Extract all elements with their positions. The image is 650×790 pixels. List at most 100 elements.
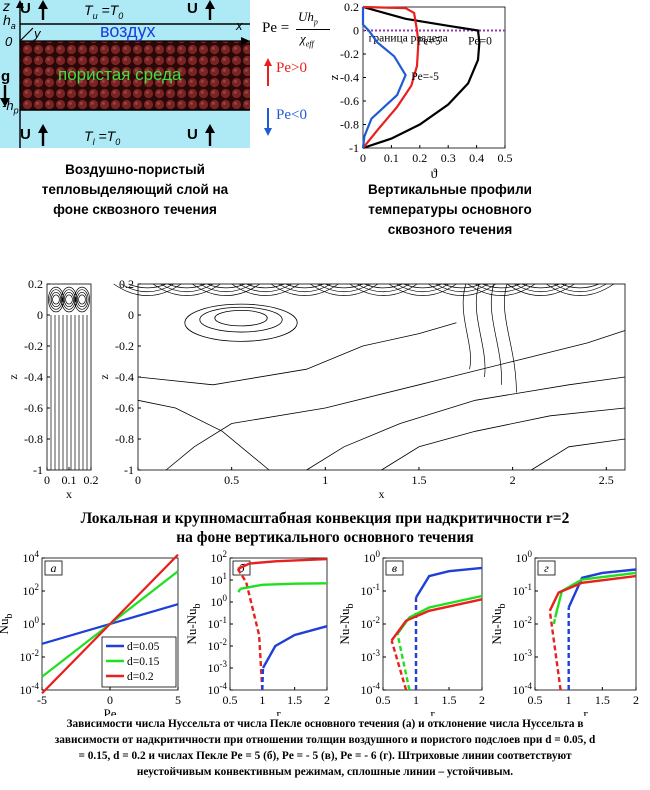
top-boundary-label: Tu =T0 (84, 2, 124, 21)
porous-label: пористая среда (58, 65, 182, 84)
contour-arc (278, 283, 332, 293)
y-tick-label: 10-2 (208, 637, 228, 653)
axis-z-label: z (3, 0, 10, 14)
axis-x-label: x (236, 18, 243, 33)
contour-arc (475, 283, 528, 293)
contour-cell (214, 309, 268, 327)
contour-arc (192, 283, 260, 296)
caption-middle-line: на фоне вертикального основного течения (176, 529, 474, 546)
x-tick-label: 1 (322, 473, 328, 487)
contour-cell (184, 303, 298, 342)
contour-arc (152, 283, 221, 296)
caption-bottom-line: зависимости от надкритичности при отноше… (54, 734, 596, 746)
y-axis-label: Nu-Nub (184, 603, 203, 644)
y-tick-label: 10-3 (208, 659, 228, 675)
flow-u-bottom-left: U (20, 126, 31, 143)
series-solid (548, 574, 637, 612)
contour-arc (310, 283, 378, 296)
y-tick-label: 0 (37, 308, 43, 322)
x-tick-label: 2 (633, 693, 639, 707)
contour-cell (65, 294, 73, 305)
peclet-formula-lhs: Pe = (262, 20, 290, 36)
plot-frame (382, 557, 483, 691)
contour-cell (63, 291, 75, 308)
caption-right-line: сквозного течения (387, 222, 513, 237)
contour-arc (428, 283, 496, 296)
flow-u-top-left: U (20, 0, 31, 17)
contour-line (165, 330, 626, 471)
contour-cell (48, 286, 64, 313)
x-tick-label: 1.5 (595, 693, 610, 707)
panel-tag: г (544, 561, 549, 575)
temperature-profile-chart: 0 0.1 0.2 0.3 0.4 0.5 0.2 0 -0.2 -0.4 -0.6 -0.8 -1 ϑ z… (330, 0, 513, 180)
bottom-boundary-label: Tl =T0 (84, 128, 121, 147)
y-tick-label: 10-4 (208, 681, 228, 697)
layer-schematic (0, 0, 250, 148)
x-tick-label: 0.2 (84, 473, 99, 487)
legend-label: d=0.05 (127, 641, 160, 653)
panel-tag-box (385, 560, 404, 576)
contour-arc (356, 283, 410, 293)
contour-cell (62, 289, 76, 310)
caption-right-line: температуры основного (368, 202, 532, 217)
y-tick-label: -0.8 (340, 118, 359, 132)
contour-arc (396, 283, 450, 293)
y-tick-label: 0.2 (119, 277, 134, 291)
pe-positive-label: Pe>0 (276, 60, 307, 76)
series-solid (554, 571, 637, 618)
series-dashed (396, 633, 411, 691)
y-tick-label: 10-3 (361, 648, 381, 664)
x-tick-label: 0 (360, 151, 366, 165)
convection-contour-plots: 0 0.1 0.2 0.2 0 -0.2 -0.4 -0.6 -0.8 -1 x z 0 0.5 1 1.5 2… (6, 277, 626, 501)
contour-cell (74, 286, 90, 313)
contour-arc (435, 283, 489, 293)
series-dashed (261, 667, 265, 691)
contour-arc (514, 283, 568, 293)
flow-u-top-right: U (187, 0, 198, 17)
series-label: Pe=0 (468, 36, 492, 48)
contour-arc (388, 283, 457, 296)
series-label: Pe=5 (417, 36, 441, 48)
series-dashed (548, 610, 562, 691)
x-tick-label: 0.2 (412, 151, 427, 165)
panel-tag-box (44, 560, 63, 576)
y-tick-label: 100 (23, 615, 40, 631)
y-tick-label: -1 (349, 141, 359, 155)
y-axis-label: z (6, 374, 20, 379)
panel-tag: а (51, 561, 57, 575)
contour-cell (50, 291, 62, 308)
y-tick-label: 10-1 (208, 615, 228, 631)
contour-line (490, 283, 502, 385)
series-solid (390, 598, 483, 642)
contour-line (462, 283, 471, 370)
x-tick-label: -5 (37, 693, 47, 707)
y-axis-label: Nu-Nub (489, 603, 508, 644)
x-tick-label: 0.5 (528, 693, 543, 707)
nusselt-panels: -5 0 5 104 102 100 10-2 10-4 Pe Nub а d=0.05 d=0.15 d… (0, 550, 639, 716)
contour-line (475, 283, 486, 378)
contour-arc (317, 283, 371, 293)
x-axis-label: r (276, 706, 281, 716)
series-solid (567, 568, 637, 608)
contour-arc (506, 283, 575, 296)
x-tick-label: 1.5 (442, 693, 457, 707)
contour-arc (285, 283, 324, 289)
series-solid (237, 557, 328, 571)
contour-arc (349, 283, 418, 296)
interface-annotation: граница раздела (369, 33, 448, 45)
series-dashed (236, 568, 264, 691)
y-tick-label: 10-1 (513, 582, 533, 598)
contour-arc (270, 283, 339, 296)
y-tick-label: 0 (353, 24, 359, 38)
contour-cell (49, 289, 63, 310)
series-line (41, 553, 179, 695)
y-tick-label: -0.6 (24, 401, 43, 415)
h-a-label: ha (3, 12, 16, 31)
x-tick-label: 0 (135, 473, 141, 487)
series-solid (414, 566, 483, 599)
contour-arc (246, 283, 285, 289)
contour-line (137, 399, 270, 471)
x-tick-label: 0.1 (62, 473, 77, 487)
contour-arc (120, 283, 174, 293)
caption-left-line: тепловыделяющий слой на (41, 182, 229, 197)
